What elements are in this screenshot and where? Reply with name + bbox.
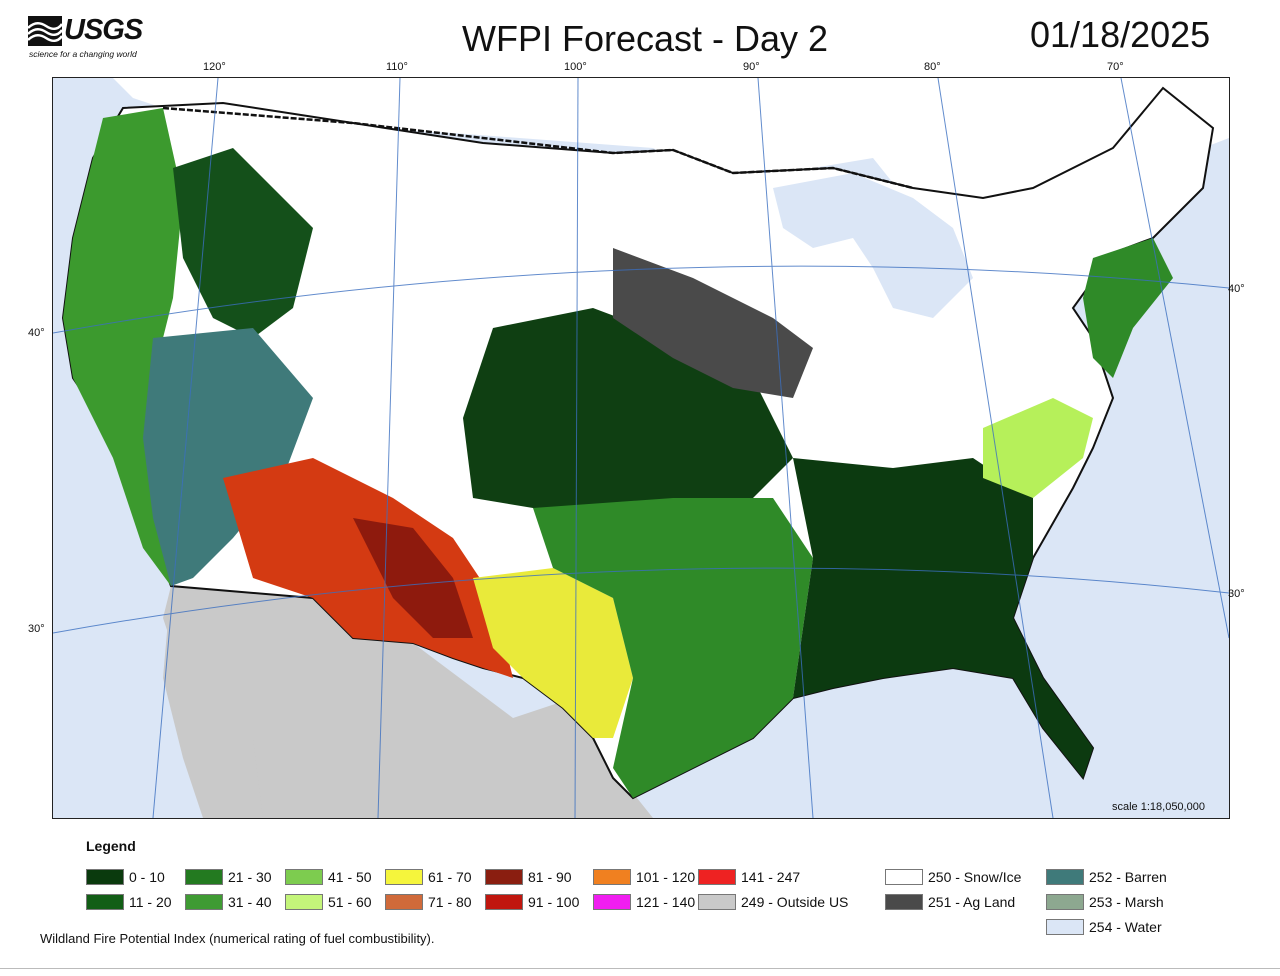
logo-tagline: science for a changing world (29, 49, 137, 59)
lon-label-90: 90° (743, 61, 760, 73)
legend-swatch (593, 894, 631, 910)
legend-label: 41 - 50 (328, 869, 372, 885)
ag-land-grey (613, 248, 813, 398)
legend-swatch (885, 869, 923, 885)
northeast-green (1083, 238, 1173, 378)
us-canada-border (162, 106, 914, 190)
legend-item: 253 - Marsh (1046, 893, 1164, 911)
legend-item: 121 - 140 (593, 893, 695, 911)
legend-swatch (1046, 869, 1084, 885)
legend-swatch (885, 894, 923, 910)
legend-swatch (385, 869, 423, 885)
lon-label-80: 80° (924, 61, 941, 73)
usgs-wave-icon (28, 16, 62, 46)
forecast-date: 01/18/2025 (1030, 14, 1211, 55)
legend-item: 254 - Water (1046, 918, 1162, 936)
legend-item: 141 - 247 (698, 868, 800, 886)
map-panel (52, 77, 1230, 819)
usgs-logo: USGS science for a changing world (28, 14, 178, 60)
lon-label-100: 100° (564, 61, 587, 73)
legend-item: 249 - Outside US (698, 893, 848, 911)
legend-item: 91 - 100 (485, 893, 579, 911)
legend-swatch (698, 869, 736, 885)
great-lakes (773, 173, 973, 318)
legend-label: 254 - Water (1089, 919, 1162, 935)
carolina-lightgreen (983, 398, 1093, 498)
legend-swatch (698, 894, 736, 910)
legend-swatch (1046, 919, 1084, 935)
lon-label-70: 70° (1107, 61, 1124, 73)
legend-label: 141 - 247 (741, 869, 801, 885)
legend-swatch (285, 894, 323, 910)
legend-label: 81 - 90 (528, 869, 572, 885)
lat-label-40-right: 40° (1228, 283, 1245, 295)
legend-label: 251 - Ag Land (928, 894, 1016, 910)
legend-swatch (86, 869, 124, 885)
legend-item: 71 - 80 (385, 893, 472, 911)
legend-swatch (86, 894, 124, 910)
map-svg (53, 78, 1229, 818)
lon-label-120: 120° (203, 61, 226, 73)
legend-label: 91 - 100 (528, 894, 580, 910)
legend-swatch (385, 894, 423, 910)
legend-label: 253 - Marsh (1089, 894, 1164, 910)
legend-item: 41 - 50 (285, 868, 372, 886)
legend-item: 0 - 10 (86, 868, 165, 886)
legend-swatch (593, 869, 631, 885)
southern-green (533, 498, 813, 798)
legend-item: 101 - 120 (593, 868, 695, 886)
legend-label: 51 - 60 (328, 894, 372, 910)
legend-item: 61 - 70 (385, 868, 472, 886)
legend-item: 21 - 30 (185, 868, 272, 886)
legend-item: 250 - Snow/Ice (885, 868, 1021, 886)
legend-swatch (485, 869, 523, 885)
legend-item: 11 - 20 (86, 893, 172, 911)
footer-caption: Wildland Fire Potential Index (numerical… (40, 931, 435, 946)
legend-swatch (285, 869, 323, 885)
legend-swatch (185, 894, 223, 910)
legend-title: Legend (86, 838, 136, 854)
legend-label: 31 - 40 (228, 894, 272, 910)
southwest-darkred (353, 518, 473, 638)
legend-swatch (1046, 894, 1084, 910)
legend-label: 249 - Outside US (741, 894, 849, 910)
legend-label: 121 - 140 (636, 894, 696, 910)
legend-label: 101 - 120 (636, 869, 696, 885)
logo-name: USGS (64, 14, 143, 46)
legend-swatch (185, 869, 223, 885)
legend-label: 11 - 20 (129, 894, 172, 910)
map-scale: scale 1:18,050,000 (1112, 801, 1205, 813)
lat-label-40-left: 40° (28, 327, 45, 339)
legend-label: 71 - 80 (428, 894, 472, 910)
lat-label-30-left: 30° (28, 623, 45, 635)
legend-item: 51 - 60 (285, 893, 372, 911)
legend-item: 31 - 40 (185, 893, 272, 911)
legend-label: 250 - Snow/Ice (928, 869, 1022, 885)
mexico-land (163, 586, 653, 818)
lon-label-110: 110° (386, 61, 408, 73)
legend-item: 81 - 90 (485, 868, 572, 886)
southeast-dark-green (793, 458, 1093, 778)
legend-label: 0 - 10 (129, 869, 165, 885)
lat-label-30-right: 30° (1228, 588, 1245, 600)
page-title: WFPI Forecast - Day 2 (462, 18, 829, 59)
legend-swatch (485, 894, 523, 910)
bottom-divider (0, 968, 1280, 969)
legend-label: 21 - 30 (228, 869, 272, 885)
graticule (53, 78, 1229, 818)
great-basin-barren (143, 328, 313, 586)
baja-land (163, 586, 263, 818)
legend-item: 252 - Barren (1046, 868, 1167, 886)
legend-label: 252 - Barren (1089, 869, 1167, 885)
legend-item: 251 - Ag Land (885, 893, 1015, 911)
texas-yellow (473, 568, 633, 738)
legend-label: 61 - 70 (428, 869, 472, 885)
